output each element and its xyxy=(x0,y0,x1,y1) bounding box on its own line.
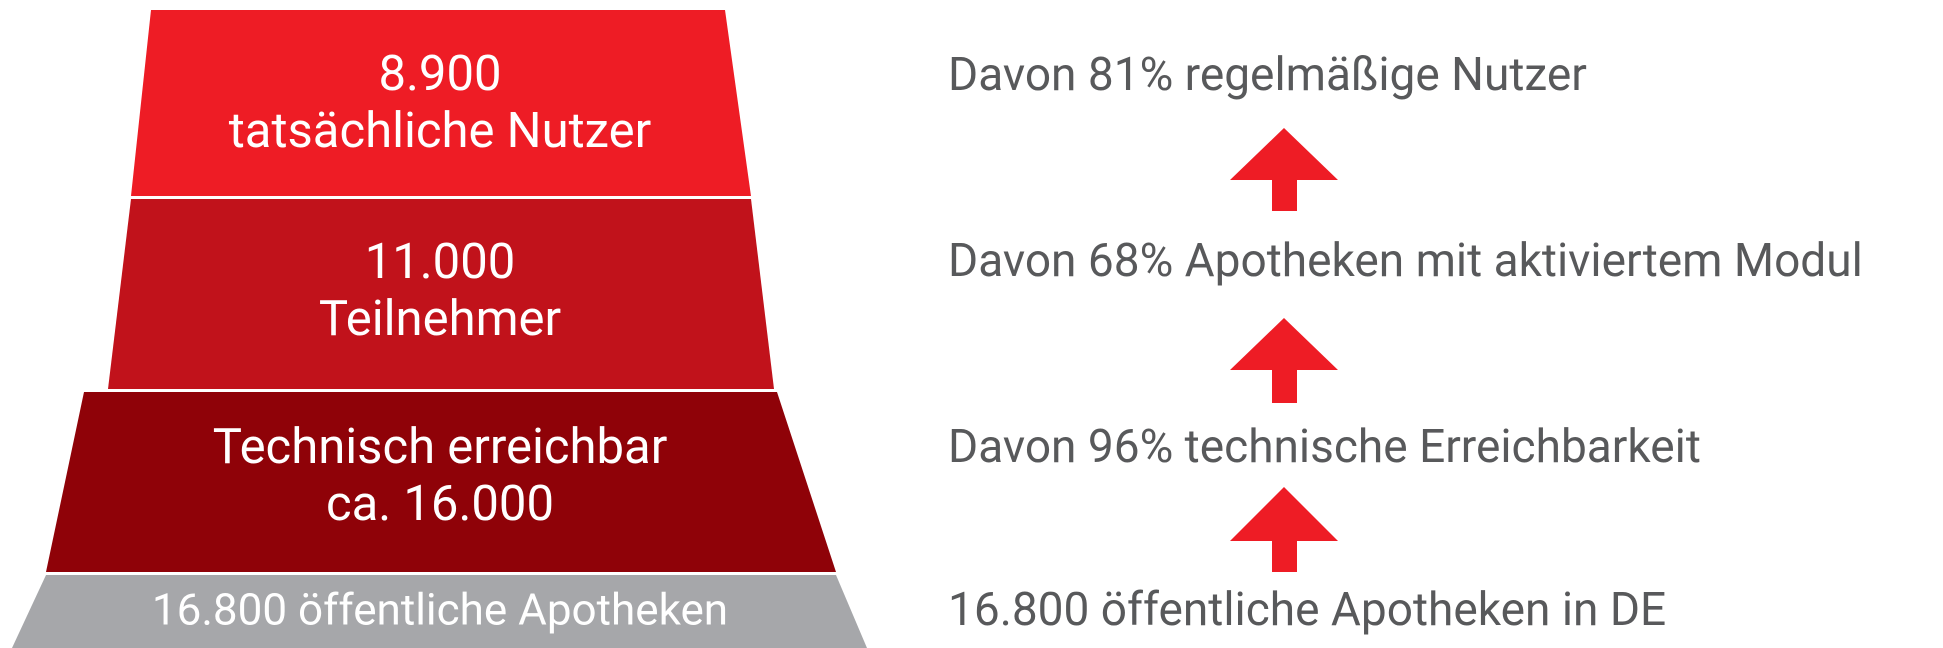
funnel-level xyxy=(12,575,867,648)
funnel-level xyxy=(108,199,774,389)
arrow-up xyxy=(1230,128,1338,211)
level-text: 8.900 xyxy=(378,45,501,102)
arrow-up xyxy=(1230,318,1338,403)
level-text: Technisch erreichbar xyxy=(213,418,668,475)
note: Davon 68% Apotheken mit aktiviertem Modu… xyxy=(948,234,1863,288)
level-text: tatsächliche Nutzer xyxy=(229,102,651,159)
funnel-level xyxy=(46,392,836,572)
level-text: Teilnehmer xyxy=(319,290,561,347)
note: Davon 96% technische Erreichbarkeit xyxy=(948,420,1701,474)
funnel-level xyxy=(131,10,751,196)
arrow-up xyxy=(1230,487,1338,572)
level-text: 16.800 öffentliche Apotheken xyxy=(152,584,728,636)
level-text: 11.000 xyxy=(365,233,516,290)
level-text: ca. 16.000 xyxy=(326,475,554,532)
note: 16.800 öffentliche Apotheken in DE xyxy=(948,583,1666,637)
note: Davon 81% regelmäßige Nutzer xyxy=(948,48,1587,102)
